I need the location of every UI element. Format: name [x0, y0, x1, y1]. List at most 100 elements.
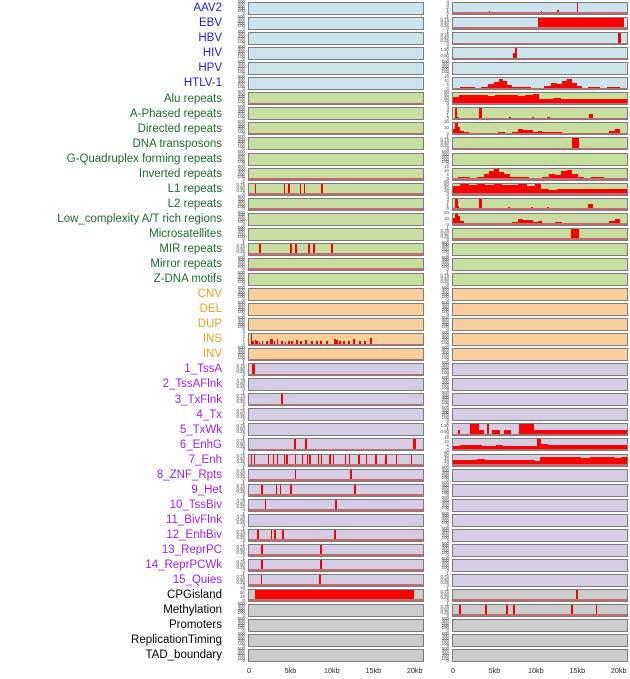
track-panel-left[interactable]	[248, 634, 424, 648]
track-panel-right[interactable]	[452, 619, 628, 633]
data-bar	[395, 454, 398, 466]
data-bar	[334, 529, 336, 541]
data-bar	[493, 184, 502, 195]
track-panel-left[interactable]	[248, 453, 424, 467]
track-panel-right[interactable]	[452, 92, 628, 106]
track-panel-right[interactable]	[452, 543, 628, 557]
track-panel-right[interactable]	[452, 333, 628, 347]
track-panel-left[interactable]	[248, 272, 424, 286]
track-panel-right[interactable]	[452, 122, 628, 136]
track-panel-left[interactable]	[248, 468, 424, 482]
track-panel-right[interactable]	[452, 257, 628, 271]
track-panel-left[interactable]	[248, 167, 424, 181]
track-panel-right[interactable]	[452, 242, 628, 256]
track-panel-right[interactable]	[452, 303, 628, 316]
data-bar	[530, 446, 537, 451]
track-panel-left[interactable]	[248, 558, 424, 572]
track-panel-right[interactable]	[452, 393, 628, 407]
track-panel-left[interactable]	[248, 333, 424, 347]
track-panel-left[interactable]	[248, 197, 424, 211]
track-panel-right[interactable]	[452, 197, 628, 211]
track-panel-right[interactable]	[452, 588, 628, 602]
track-panel-left[interactable]	[248, 152, 424, 166]
track-panel-left[interactable]	[248, 543, 424, 557]
track-panel-right[interactable]	[452, 318, 628, 332]
right-y-tick: 400	[441, 151, 449, 157]
track-panel-left[interactable]	[248, 438, 424, 452]
data-bar	[544, 85, 551, 90]
track-panel-right[interactable]	[452, 2, 628, 15]
track-panel-right[interactable]	[452, 348, 628, 362]
track-panel-left[interactable]	[248, 604, 424, 617]
track-panel-left[interactable]	[248, 528, 424, 542]
track-panel-left[interactable]	[248, 227, 424, 241]
track-panel-right[interactable]	[452, 408, 628, 422]
track-panel-right[interactable]	[452, 152, 628, 166]
track-panel-left[interactable]	[248, 588, 424, 602]
data-bar	[374, 454, 377, 466]
track-panel-left[interactable]	[248, 92, 424, 106]
track-panel-left[interactable]	[248, 137, 424, 151]
track-panel-left[interactable]	[248, 573, 424, 587]
track-panel-right[interactable]	[452, 438, 628, 452]
track-panel-right[interactable]	[452, 513, 628, 527]
track-panel-left[interactable]	[248, 2, 424, 15]
track-panel-right[interactable]	[452, 137, 628, 151]
track-panel-left[interactable]	[248, 649, 424, 663]
track-panel-right[interactable]	[452, 498, 628, 512]
track-panel-right[interactable]	[452, 272, 628, 286]
track-panel-right[interactable]	[452, 287, 628, 301]
track-panel-right[interactable]	[452, 573, 628, 587]
track-panel-left[interactable]	[248, 408, 424, 422]
track-panel-right[interactable]	[452, 483, 628, 497]
track-panel-left[interactable]	[248, 62, 424, 76]
track-panel-right[interactable]	[452, 378, 628, 392]
track-panel-right[interactable]	[452, 558, 628, 572]
track-panel-left[interactable]	[248, 47, 424, 61]
track-panel-left[interactable]	[248, 257, 424, 271]
track-panel-left[interactable]	[248, 107, 424, 121]
track-panel-left[interactable]	[248, 483, 424, 497]
track-panel-left[interactable]	[248, 378, 424, 392]
track-panel-right[interactable]	[452, 363, 628, 377]
track-panel-right[interactable]	[452, 107, 628, 121]
data-bar	[534, 429, 627, 436]
track-panel-left[interactable]	[248, 498, 424, 512]
track-panel-left[interactable]	[248, 318, 424, 332]
track-panel-right[interactable]	[452, 528, 628, 542]
track-panel-right[interactable]	[452, 17, 628, 31]
track-panel-right[interactable]	[452, 634, 628, 648]
track-panel-left[interactable]	[248, 423, 424, 437]
track-panel-left[interactable]	[248, 182, 424, 196]
track-panel-left[interactable]	[248, 303, 424, 316]
track-panel-left[interactable]	[248, 348, 424, 362]
track-panel-right[interactable]	[452, 62, 628, 76]
track-panel-right[interactable]	[452, 167, 628, 181]
track-panel-right[interactable]	[452, 182, 628, 196]
track-panel-left[interactable]	[248, 287, 424, 301]
track-panel-right[interactable]	[452, 453, 628, 467]
track-panel-right[interactable]	[452, 77, 628, 91]
right-y-tick: 2	[446, 200, 449, 206]
track-panel-right[interactable]	[452, 47, 628, 61]
track-panel-left[interactable]	[248, 619, 424, 633]
track-panel-left[interactable]	[248, 122, 424, 136]
track-panel-right[interactable]	[452, 32, 628, 46]
track-panel-left[interactable]	[248, 17, 424, 31]
track-panel-left[interactable]	[248, 513, 424, 527]
track-panel-left[interactable]	[248, 393, 424, 407]
track-panel-left[interactable]	[248, 242, 424, 256]
track-panel-left[interactable]	[248, 363, 424, 377]
data-bar	[560, 171, 567, 180]
left-y-tick: 100	[237, 264, 245, 270]
track-panel-right[interactable]	[452, 468, 628, 482]
track-panel-right[interactable]	[452, 212, 628, 226]
track-panel-right[interactable]	[452, 649, 628, 663]
data-bar	[264, 499, 267, 511]
track-panel-left[interactable]	[248, 77, 424, 91]
track-panel-left[interactable]	[248, 212, 424, 226]
track-panel-right[interactable]	[452, 604, 628, 617]
track-panel-right[interactable]	[452, 227, 628, 241]
track-panel-left[interactable]	[248, 32, 424, 46]
track-panel-right[interactable]	[452, 423, 628, 437]
